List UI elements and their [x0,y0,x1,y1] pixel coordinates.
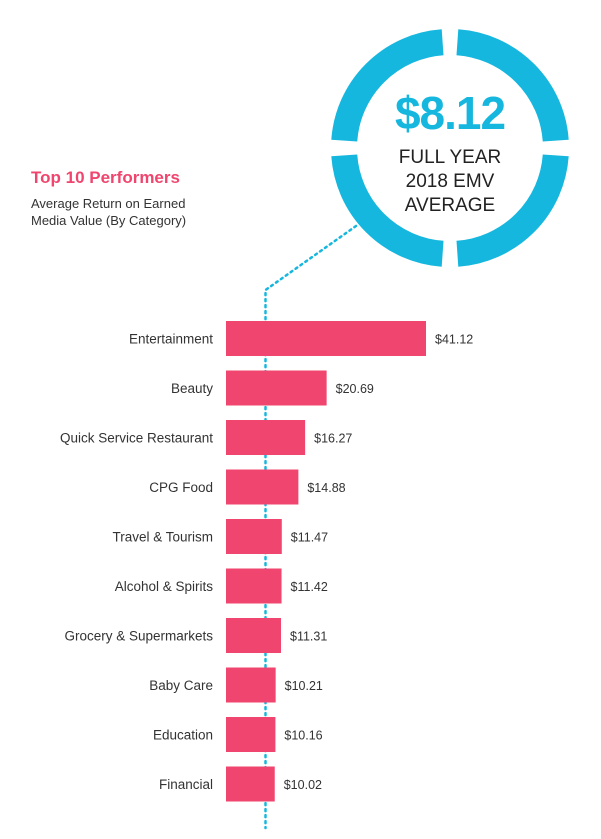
badge-line-1: FULL YEAR [398,147,502,168]
subtitle-line-1: Average Return on Earned [31,196,186,211]
category-label: Alcohol & Spirits [115,579,214,594]
value-label: $10.21 [285,679,323,693]
chart-title: Top 10 Performers [31,168,180,187]
badge-line-3: AVERAGE [404,195,496,216]
bars-group: Entertainment $41.12 Beauty $20.69 Quick Ser… [60,321,473,802]
chart-subtitle: Average Return on Earned Media Value (By… [31,195,231,229]
category-label: Education [153,728,213,743]
bar [226,321,426,356]
badge-ring-segment [331,29,444,142]
value-label: $20.69 [336,382,374,396]
value-label: $11.31 [290,630,327,644]
bar [226,370,327,406]
value-label: $11.47 [291,531,328,545]
category-label: Financial [159,777,213,792]
badge-value: $8.12 [394,87,506,139]
subtitle-line-2: Media Value (By Category) [31,213,187,228]
badge-ring-segment [456,154,569,267]
bar [226,766,275,802]
category-label: Beauty [171,381,213,396]
badge-ring-segment [456,29,569,142]
badge-line-2: 2018 EMV [405,171,495,192]
bar [226,519,282,554]
value-label: $14.88 [307,481,345,495]
value-label: $10.16 [284,729,322,743]
bar [226,469,299,505]
category-label: Grocery & Supermarkets [64,629,213,644]
value-label: $11.42 [291,580,328,594]
value-label: $41.12 [435,333,473,347]
bar [226,568,282,604]
bar [226,618,282,653]
value-label: $16.27 [314,432,352,446]
category-label: Quick Service Restaurant [60,431,213,446]
category-label: Baby Care [149,678,213,693]
badge-ring-segment [331,154,444,267]
value-label: $10.02 [284,778,322,792]
bar [226,717,276,752]
emv-badge-ring [331,29,569,267]
category-label: Entertainment [129,332,213,347]
bar [226,420,306,455]
category-label: Travel & Tourism [112,530,213,545]
category-label: CPG Food [149,480,213,495]
bar [226,667,276,703]
